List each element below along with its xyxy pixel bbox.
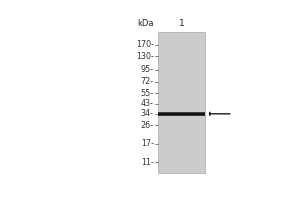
Text: 34-: 34-: [141, 109, 154, 118]
Text: 11-: 11-: [141, 158, 154, 167]
Text: 17-: 17-: [141, 139, 154, 148]
Text: 95-: 95-: [141, 65, 154, 74]
Text: 130-: 130-: [136, 52, 154, 61]
Text: 26-: 26-: [141, 121, 154, 130]
Text: 43-: 43-: [141, 99, 154, 108]
Bar: [158, 32, 205, 173]
Text: 72-: 72-: [141, 77, 154, 86]
Text: 170-: 170-: [136, 40, 154, 49]
Text: 55-: 55-: [141, 89, 154, 98]
Text: 1: 1: [179, 19, 184, 28]
Text: kDa: kDa: [137, 19, 154, 28]
